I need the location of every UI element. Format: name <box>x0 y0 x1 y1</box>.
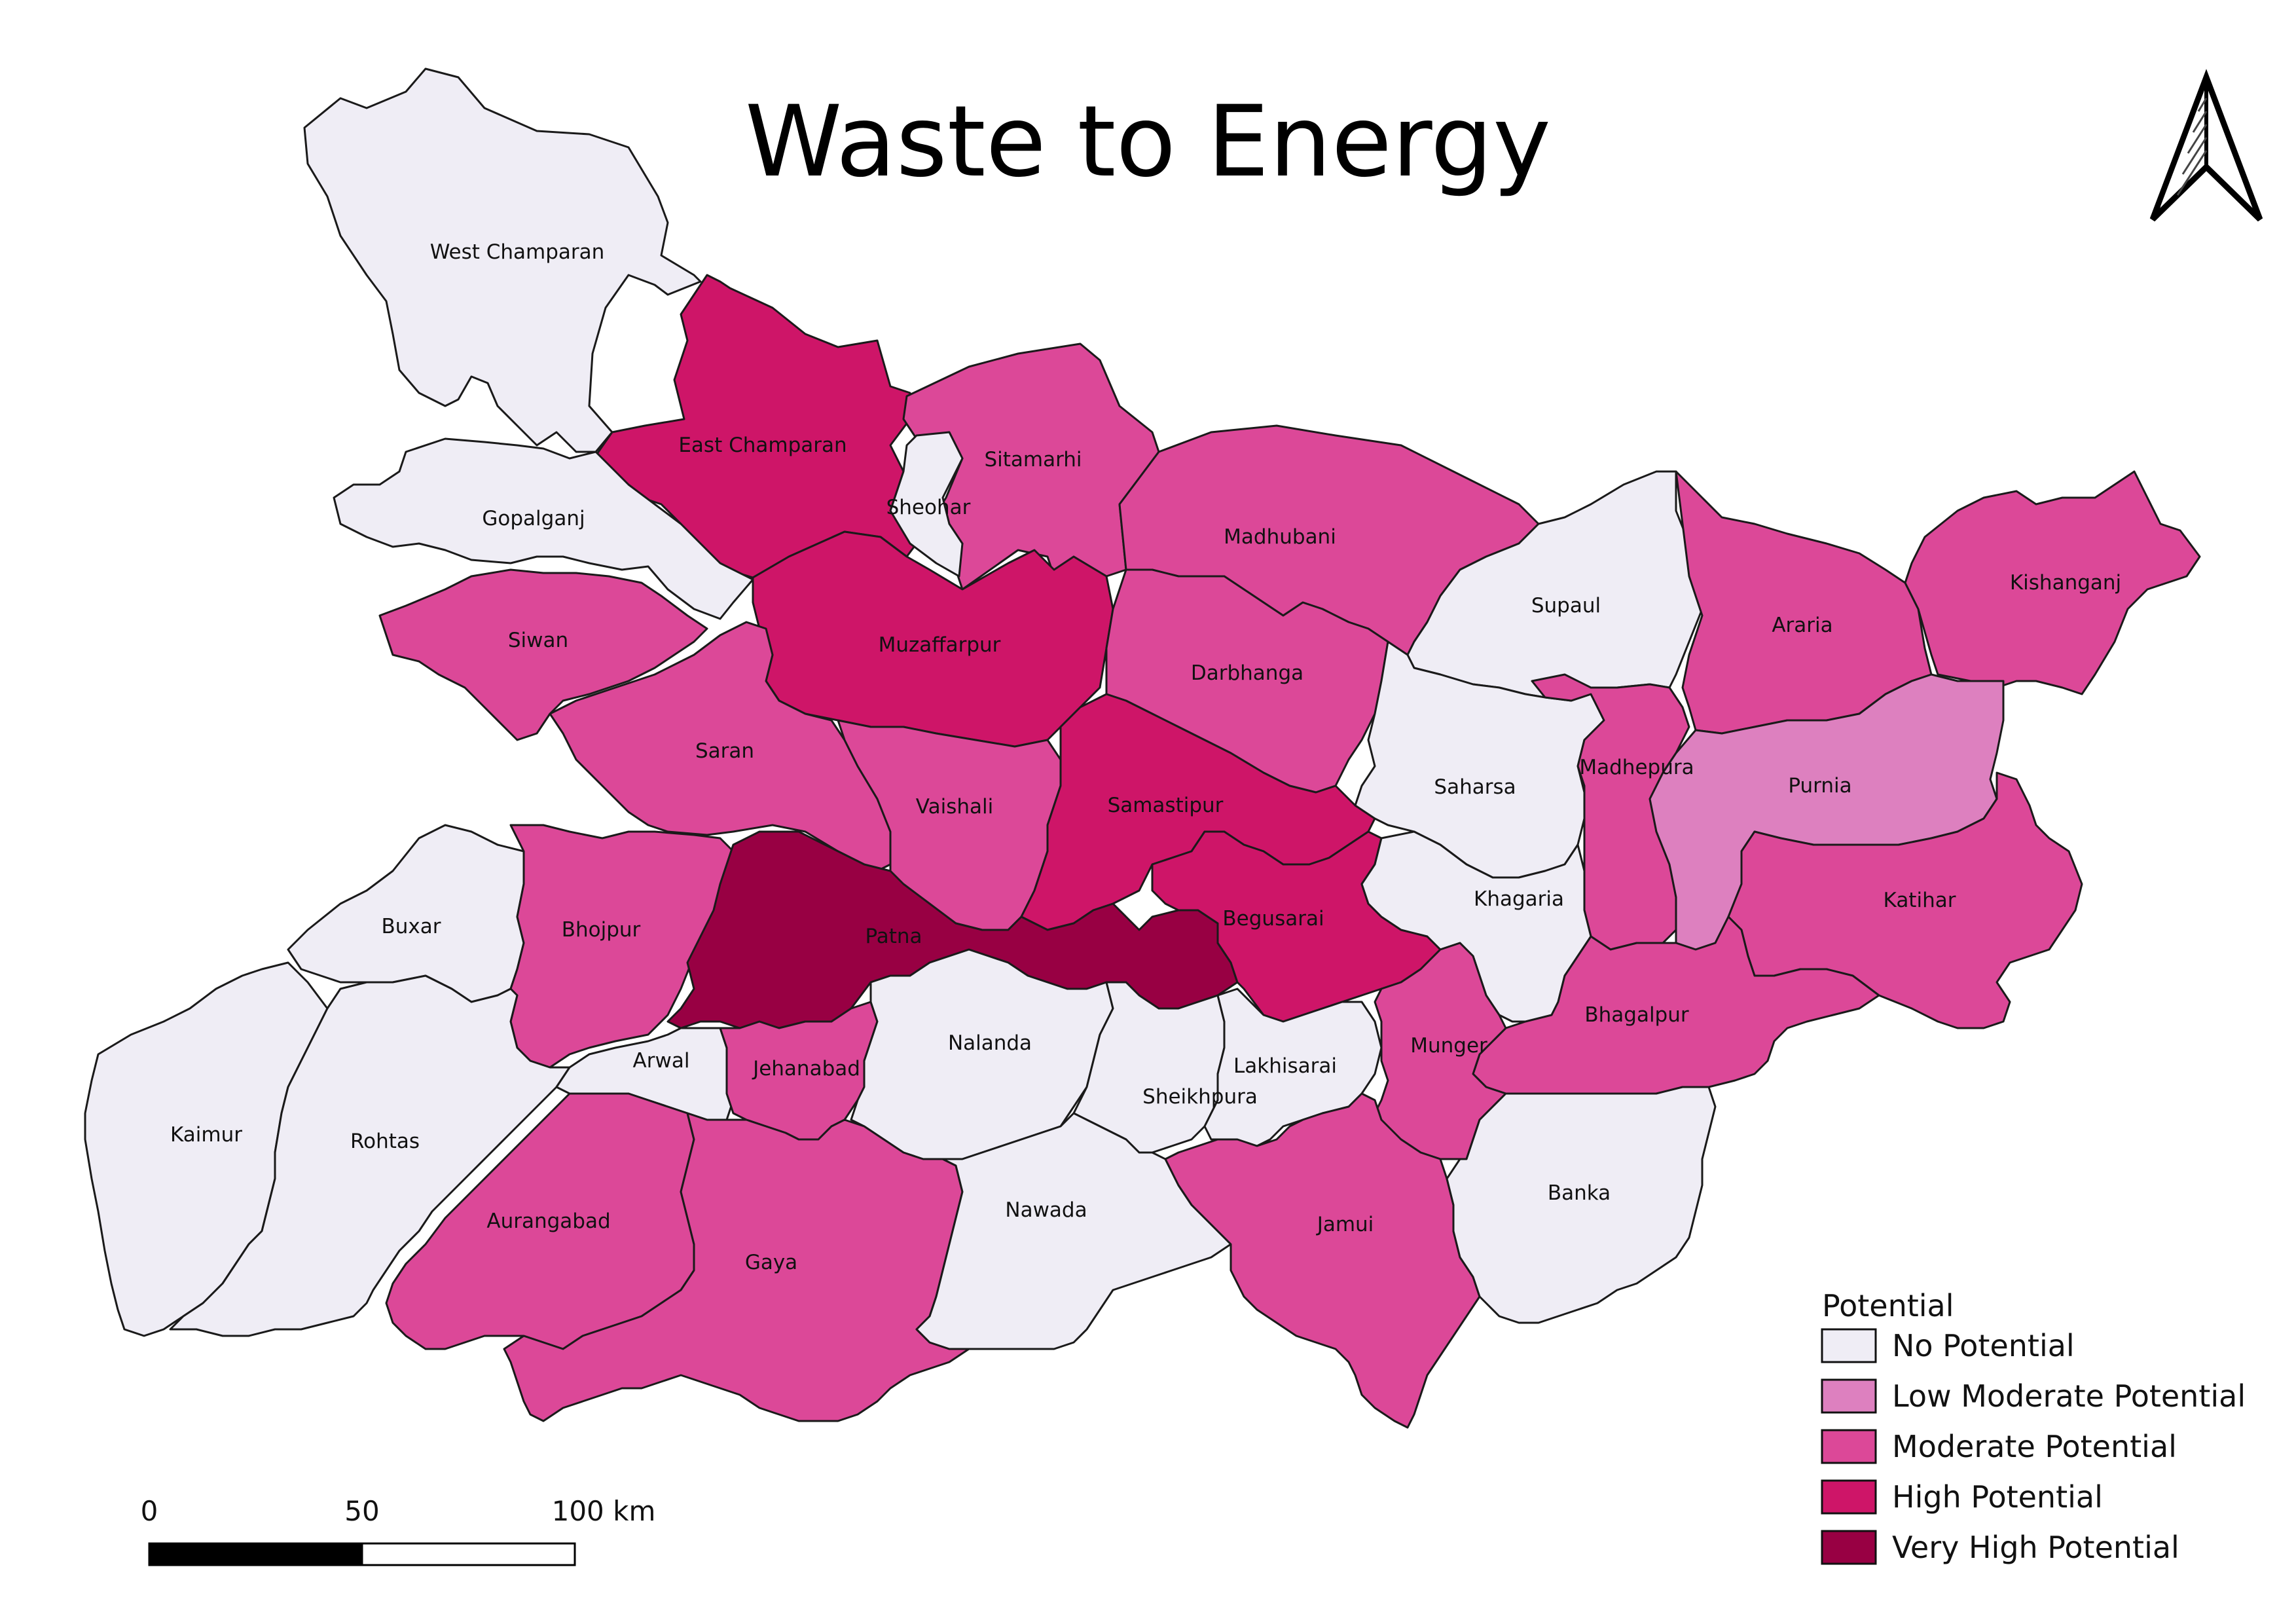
legend-items: No Potential Low Moderate Potential Modera… <box>1821 1328 2246 1565</box>
district-label-gopalganj: Gopalganj <box>482 507 585 530</box>
north-arrow-icon <box>2149 69 2263 222</box>
district-shape-gaya <box>503 1112 970 1422</box>
district-label-vaishali: Vaishali <box>916 795 993 819</box>
district-labels-layer: West Champaran East Champaran Sitamarhi She… <box>170 240 2121 1274</box>
district-gaya <box>503 1112 970 1422</box>
district-label-sheohar: Sheohar <box>886 496 971 519</box>
district-label-patna: Patna <box>865 925 922 948</box>
legend-title: Potential <box>1822 1288 1954 1323</box>
district-label-bhagalpur: Bhagalpur <box>1584 1003 1689 1027</box>
district-shape-banka <box>1446 1086 1717 1324</box>
district-label-east-champaran: East Champaran <box>678 434 847 457</box>
district-shape-siwan <box>378 568 708 741</box>
district-buxar <box>287 824 525 1003</box>
district-label-kishanganj: Kishanganj <box>2010 571 2121 595</box>
map-title: Waste to Energy <box>745 85 1551 199</box>
district-bhojpur <box>509 824 735 1069</box>
district-label-begusarai: Begusarai <box>1222 907 1324 931</box>
district-label-saran: Saran <box>695 739 754 763</box>
district-label-jehanabad: Jehanabad <box>752 1057 860 1080</box>
district-label-buxar: Buxar <box>381 915 441 938</box>
district-label-saharsa: Saharsa <box>1434 775 1516 799</box>
district-label-munger: Munger <box>1410 1034 1487 1058</box>
district-nawada <box>915 1112 1232 1350</box>
legend-swatch-mod <box>1821 1429 1877 1464</box>
district-shape-sheohar <box>889 431 964 578</box>
district-label-khagaria: Khagaria <box>1474 887 1564 911</box>
district-jamui <box>1164 1092 1481 1429</box>
legend-label-mod: Moderate Potential <box>1892 1429 2177 1464</box>
district-shape-buxar <box>287 824 525 1003</box>
district-label-lakhisarai: Lakhisarai <box>1233 1054 1337 1078</box>
district-kishanganj <box>1904 470 2201 695</box>
legend-label-none: No Potential <box>1892 1328 2075 1363</box>
legend-label-lowmod: Low Moderate Potential <box>1892 1378 2246 1414</box>
district-label-araria: Araria <box>1772 614 1832 637</box>
district-label-banka: Banka <box>1548 1181 1611 1205</box>
district-label-samastipur: Samastipur <box>1108 794 1224 817</box>
scale-bar-black-segment <box>148 1542 363 1566</box>
district-label-muzaffarpur: Muzaffarpur <box>879 633 1001 657</box>
district-shape-gopalganj <box>333 437 754 620</box>
district-banka <box>1446 1086 1717 1324</box>
district-siwan <box>378 568 708 741</box>
district-label-madhubani: Madhubani <box>1224 525 1336 549</box>
district-label-nalanda: Nalanda <box>948 1031 1032 1055</box>
district-label-west-champaran: West Champaran <box>430 240 605 264</box>
district-label-supaul: Supaul <box>1531 594 1601 618</box>
district-label-bhojpur: Bhojpur <box>562 918 641 942</box>
legend-swatch-vhigh <box>1821 1530 1877 1565</box>
scale-label-0: 0 <box>141 1495 158 1527</box>
district-label-sitamarhi: Sitamarhi <box>984 448 1082 471</box>
district-shape-nawada <box>915 1112 1232 1350</box>
legend-swatch-none <box>1821 1328 1877 1363</box>
district-shape-jamui <box>1164 1092 1481 1429</box>
district-label-kaimur: Kaimur <box>170 1123 242 1147</box>
legend-label-high: High Potential <box>1892 1479 2103 1515</box>
district-sheikhpura <box>1072 981 1226 1154</box>
district-label-jamui: Jamui <box>1316 1213 1374 1236</box>
district-label-sheikhpura: Sheikhpura <box>1142 1085 1258 1109</box>
legend: Potential No Potential Low Moderate Poten… <box>1821 1288 2246 1565</box>
district-label-madhepura: Madhepura <box>1579 756 1694 779</box>
district-label-arwal: Arwal <box>633 1049 690 1073</box>
legend-swatch-lowmod <box>1821 1378 1877 1414</box>
district-label-darbhanga: Darbhanga <box>1191 661 1303 685</box>
scale-label-50: 50 <box>344 1495 379 1527</box>
district-shape-kishanganj <box>1904 470 2201 695</box>
district-shape-sheikhpura <box>1072 981 1226 1154</box>
legend-swatch-high <box>1821 1479 1877 1515</box>
district-shape-bhojpur <box>509 824 735 1069</box>
district-label-katihar: Katihar <box>1884 889 1956 912</box>
district-label-nawada: Nawada <box>1005 1198 1087 1222</box>
legend-label-vhigh: Very High Potential <box>1892 1530 2179 1565</box>
district-label-siwan: Siwan <box>508 629 568 652</box>
district-rohtas <box>169 974 571 1337</box>
district-gopalganj <box>333 437 754 620</box>
district-label-purnia: Purnia <box>1788 774 1851 798</box>
district-sheohar <box>889 431 964 578</box>
district-label-rohtas: Rohtas <box>350 1130 420 1153</box>
district-shape-rohtas <box>169 974 571 1337</box>
scale-bar-white-segment <box>361 1542 576 1566</box>
district-label-gaya: Gaya <box>745 1251 797 1274</box>
district-label-aurangabad: Aurangabad <box>486 1209 610 1233</box>
scale-label-100: 100 km <box>552 1495 656 1527</box>
districts-layer <box>84 67 2201 1429</box>
scale-bar: 0 50 100 km <box>141 1495 656 1566</box>
